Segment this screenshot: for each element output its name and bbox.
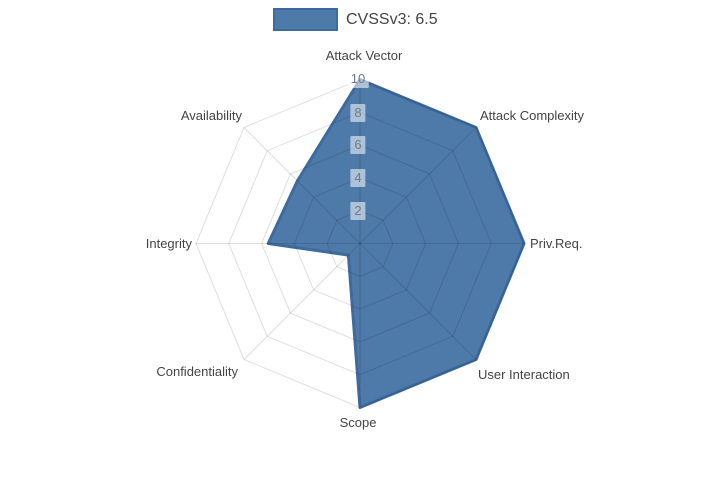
grid-ring bbox=[228, 111, 492, 376]
radial-tick-6: 6 bbox=[350, 136, 366, 154]
grid-ring bbox=[261, 144, 459, 343]
legend-swatch-icon bbox=[273, 8, 338, 31]
axis-label-attack-vector: Attack Vector bbox=[325, 48, 403, 63]
radial-tick-2: 2 bbox=[350, 202, 366, 220]
grid-spoke bbox=[359, 127, 477, 244]
grid-ring bbox=[195, 78, 525, 409]
axis-label-attack-complexity: Attack Complexity bbox=[480, 108, 585, 123]
axis-label-priv-req: Priv.Req. bbox=[530, 236, 583, 251]
axis-label-scope: Scope bbox=[339, 415, 377, 430]
axis-label-user-interaction: User Interaction bbox=[478, 367, 570, 382]
radial-tick-4: 4 bbox=[350, 169, 366, 187]
radial-tick-8: 8 bbox=[350, 104, 366, 122]
grid-spoke bbox=[243, 243, 361, 360]
grid-ring bbox=[293, 177, 427, 310]
grid-spoke bbox=[359, 243, 477, 360]
axis-label-integrity: Integrity bbox=[145, 236, 192, 251]
radial-tick-10: 10 bbox=[346, 70, 370, 88]
grid-ring bbox=[326, 210, 394, 277]
legend-item[interactable]: CVSSv3: 6.5 bbox=[273, 8, 438, 31]
legend-label: CVSSv3: 6.5 bbox=[346, 10, 438, 28]
axis-label-confidentiality: Confidentiality bbox=[156, 364, 238, 379]
axis-label-availability: Availability bbox=[180, 108, 242, 123]
grid-spoke bbox=[243, 127, 361, 244]
data-polygon bbox=[266, 78, 526, 409]
